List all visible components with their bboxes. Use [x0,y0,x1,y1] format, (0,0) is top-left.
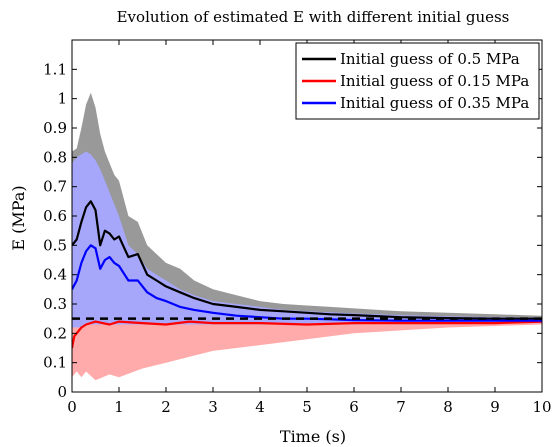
plot-area: 0 1 2 3 4 5 6 7 8 9 10 0 0.1 0.2 0.3 0.4 0.5 0.6 0.7 0.8 0.9… [43,39,552,416]
x-tick-label: 8 [443,398,453,416]
y-tick-label: 0.3 [43,295,67,313]
y-tick-label: 0 [57,383,67,401]
y-tick-label: 0.9 [43,119,67,137]
y-tick-label: 0.5 [43,236,67,254]
x-tick-label: 6 [349,398,359,416]
y-axis-label: E (MPa) [9,185,28,250]
legend-box [295,42,540,120]
band-3 [72,151,542,328]
x-tick-label: 2 [161,398,171,416]
y-tick-label: 0.7 [43,178,67,196]
x-tick-label: 9 [490,398,500,416]
y-tick-label: 0.8 [43,148,67,166]
x-tick-label: 4 [255,398,265,416]
band-2 [72,321,542,381]
plot-inner [72,92,542,381]
y-tick-label: 0.2 [43,324,67,342]
x-tick-label: 3 [208,398,218,416]
x-axis-label: Time (s) [280,427,346,446]
series-line-2 [72,320,542,349]
x-tick-label: 0 [67,398,77,416]
x-tick-label: 7 [396,398,406,416]
x-tick-label: 1 [114,398,124,416]
x-tick-label: 10 [532,398,551,416]
y-tick-label: 0.4 [43,266,67,284]
x-tick-label: 5 [302,398,312,416]
legend-label-2: Initial guess of 0.15 MPa [340,72,529,90]
legend-label-1: Initial guess of 0.5 MPa [340,50,520,68]
y-tick-label: 0.6 [43,207,67,225]
y-tick-label: 1.1 [43,60,67,78]
y-tick-label: 1 [57,90,67,108]
chart-title: Evolution of estimated E with different … [117,8,510,26]
legend: Initial guess of 0.5 MPa Initial guess of… [295,42,540,120]
y-tick-label: 0.1 [43,354,67,372]
series-line-1 [72,200,542,320]
legend-label-3: Initial guess of 0.35 MPa [340,94,529,112]
